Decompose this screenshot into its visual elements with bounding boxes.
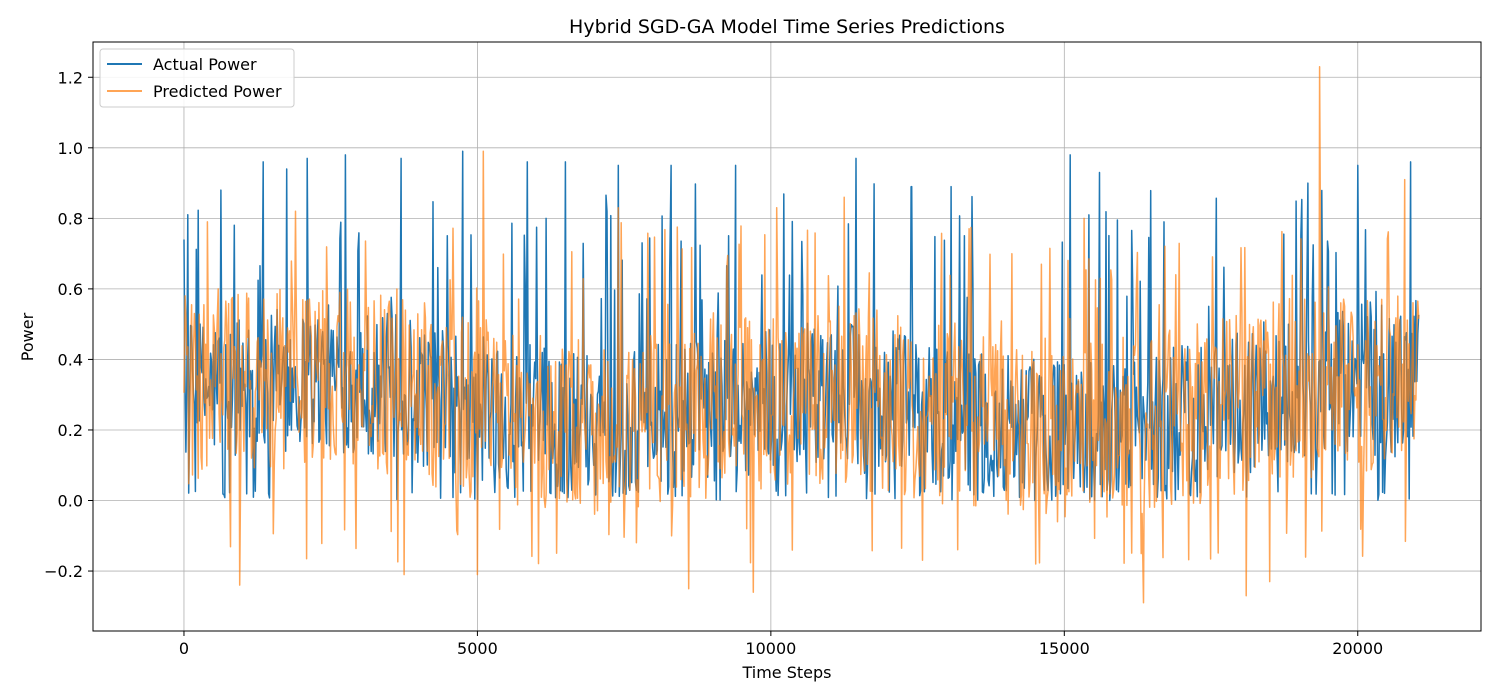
x-tick-label: 5000	[457, 639, 498, 658]
x-tick-label: 20000	[1332, 639, 1383, 658]
y-axis-ticks: −0.2 0.0 0.2 0.4 0.6 0.8 1.0 1.2	[44, 68, 93, 581]
x-axis-label: Time Steps	[741, 663, 831, 682]
y-tick-label: 0.8	[58, 209, 83, 228]
y-tick-label: −0.2	[44, 562, 83, 581]
series-line-predicted-power	[183, 65, 1420, 604]
y-tick-label: 1.0	[58, 139, 83, 158]
y-tick-label: 0.6	[58, 280, 83, 299]
x-tick-label: 15000	[1039, 639, 1090, 658]
chart-title: Hybrid SGD-GA Model Time Series Predicti…	[569, 16, 1005, 38]
legend-label-predicted-power: Predicted Power	[153, 82, 282, 101]
y-axis-label: Power	[18, 312, 37, 361]
y-tick-label: 0.2	[58, 421, 83, 440]
x-axis-ticks: 0 5000 10000 15000 20000	[179, 631, 1383, 658]
series-layer	[183, 65, 1420, 604]
y-tick-label: 0.0	[58, 492, 83, 511]
legend-label-actual-power: Actual Power	[153, 55, 257, 74]
y-tick-label: 1.2	[58, 68, 83, 87]
x-tick-label: 10000	[745, 639, 796, 658]
y-tick-label: 0.4	[58, 350, 83, 369]
legend: Actual Power Predicted Power	[99, 48, 295, 108]
legend-box	[99, 48, 295, 108]
x-tick-label: 0	[179, 639, 189, 658]
plot-frame	[92, 41, 1482, 632]
